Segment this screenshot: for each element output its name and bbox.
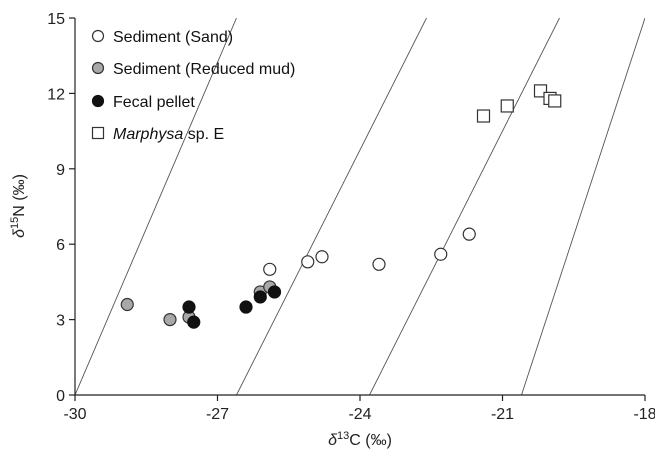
data-point-series-1 [263, 262, 277, 276]
data-point-series-4 [476, 109, 491, 123]
reference-lines [75, 18, 645, 395]
legend-item-marphysa: Marphysa sp. E [91, 126, 224, 143]
x-tick-label: -24 [348, 406, 371, 423]
data-point-series-1 [372, 257, 386, 271]
legend-marker-marphysa [91, 126, 105, 140]
y-tick-label: 9 [56, 162, 65, 179]
legend-label-sand: Sediment (Sand) [113, 29, 233, 46]
data-point-series-3 [239, 300, 253, 314]
x-tick-label: -27 [206, 406, 229, 423]
y-tick-label: 3 [56, 313, 65, 330]
legend-item-reduced-mud: Sediment (Reduced mud) [91, 61, 295, 78]
data-point-series-3 [267, 285, 282, 299]
y-tick-label: 12 [47, 86, 65, 103]
legend-label-reduced-mud: Sediment (Reduced mud) [113, 61, 295, 78]
y-ticks: 0 3 6 9 12 15 [47, 11, 75, 405]
y-tick-label: 6 [56, 237, 65, 254]
reference-line-3 [369, 18, 560, 395]
reference-line-4 [521, 18, 645, 395]
x-tick-label: -18 [633, 406, 655, 423]
data-point-series-1 [462, 227, 476, 241]
x-axis-label: δ13C (‰) [328, 430, 392, 449]
legend-marker-sand [91, 29, 105, 43]
legend-label-fecal-pellet: Fecal pellet [113, 94, 195, 111]
y-axis-label: δ15N (‰) [9, 174, 28, 238]
reference-line-2 [236, 18, 427, 395]
data-point-series-3 [187, 315, 201, 329]
data-point-series-2 [163, 313, 177, 327]
data-point-series-4 [548, 94, 562, 108]
legend: Sediment (Sand) Sediment (Reduced mud) F… [91, 29, 295, 143]
data-point-series-3 [253, 290, 267, 304]
legend-item-fecal-pellet: Fecal pellet [91, 94, 195, 111]
data-point-series-1 [434, 247, 448, 261]
x-tick-label: -30 [63, 406, 86, 423]
legend-marker-reduced-mud [91, 61, 105, 75]
data-point-series-4 [500, 99, 514, 113]
data-points [120, 84, 562, 329]
legend-item-sand: Sediment (Sand) [91, 29, 233, 46]
data-point-series-3 [182, 300, 196, 314]
data-point-series-1 [315, 250, 329, 264]
y-tick-label: 0 [56, 388, 65, 405]
x-ticks: -30 -27 -24 -21 -18 [63, 395, 655, 423]
data-point-series-2 [120, 297, 134, 312]
y-tick-label: 15 [47, 11, 65, 28]
legend-marker-fecal-pellet [91, 94, 105, 108]
x-tick-label: -21 [491, 406, 514, 423]
data-point-series-1 [301, 255, 315, 269]
reference-line-1 [75, 18, 237, 395]
legend-label-marphysa: Marphysa sp. E [113, 126, 224, 143]
